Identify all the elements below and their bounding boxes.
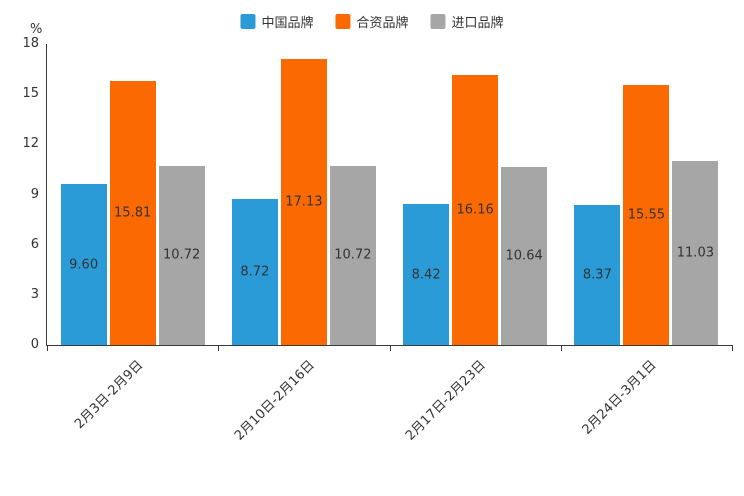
bar-进口品牌: 10.72 xyxy=(158,165,205,345)
legend-item-0[interactable]: 中国品牌 xyxy=(240,12,313,31)
y-tick-label: 18 xyxy=(22,36,39,51)
bar-中国品牌: 8.42 xyxy=(403,204,450,345)
y-tick-label: 3 xyxy=(30,286,39,302)
bar-group-2: 8.42 16.16 10.64 xyxy=(390,44,561,345)
y-tick-label: 6 xyxy=(30,236,39,252)
x-tick-label: 2月10日-2月16日 xyxy=(231,357,318,444)
legend-swatch-icon xyxy=(430,14,446,29)
x-tick-label: 2月3日-2月9日 xyxy=(71,357,147,432)
bar-group-3: 8.37 15.55 11.03 xyxy=(561,44,732,345)
bar-value-label: 8.37 xyxy=(582,267,612,283)
bar-value-label: 15.81 xyxy=(114,205,152,221)
bar-value-label: 15.55 xyxy=(627,207,665,223)
bar-中国品牌: 8.37 xyxy=(574,205,621,345)
bar-group-0: 9.60 15.81 10.72 xyxy=(47,44,218,345)
y-tick-label: 15 xyxy=(22,86,39,102)
bar-合资品牌: 16.16 xyxy=(452,74,499,345)
bar-中国品牌: 9.60 xyxy=(60,184,107,345)
bar-进口品牌: 11.03 xyxy=(672,160,719,345)
x-axis-tick xyxy=(389,345,391,351)
bar-group-1: 8.72 17.13 10.72 xyxy=(218,44,389,345)
legend-item-2[interactable]: 进口品牌 xyxy=(430,12,504,31)
x-axis-tick xyxy=(560,345,562,351)
legend-swatch-icon xyxy=(240,14,256,29)
bar-value-label: 9.60 xyxy=(69,257,99,273)
x-tick-label: 2月17日-2月23日 xyxy=(402,357,489,444)
bar-value-label: 17.13 xyxy=(285,194,323,210)
bar-groups: 9.60 15.81 10.72 8.72 17.13 10.72 8.42 16.16 10.… xyxy=(47,44,732,345)
bar-合资品牌: 15.81 xyxy=(109,80,156,345)
y-tick-label: 12 xyxy=(22,136,39,152)
bar-进口品牌: 10.64 xyxy=(501,167,548,345)
plot-area: 9.60 15.81 10.72 8.72 17.13 10.72 8.42 16.16 10.… xyxy=(22,36,733,444)
legend: 中国品牌 合资品牌 进口品牌 xyxy=(240,12,504,31)
y-axis-unit-label: % xyxy=(30,22,43,37)
bar-value-label: 10.72 xyxy=(163,247,201,263)
bar-合资品牌: 17.13 xyxy=(280,58,327,345)
bar-value-label: 8.72 xyxy=(240,264,270,280)
bar-value-label: 10.72 xyxy=(334,247,372,263)
x-tick-label: 2月24日-3月1日 xyxy=(579,357,660,438)
bar-value-label: 8.42 xyxy=(411,267,441,283)
bar-进口品牌: 10.72 xyxy=(329,165,376,345)
legend-label: 中国品牌 xyxy=(261,16,314,31)
legend-label: 进口品牌 xyxy=(451,16,504,31)
legend-swatch-icon xyxy=(335,14,351,29)
y-tick-label: 9 xyxy=(30,186,39,202)
bar-value-label: 16.16 xyxy=(456,202,494,218)
x-axis-tick xyxy=(47,345,48,351)
bar-中国品牌: 8.72 xyxy=(231,199,278,345)
legend-item-1[interactable]: 合资品牌 xyxy=(335,12,409,31)
bar-value-label: 11.03 xyxy=(676,245,714,261)
legend-label: 合资品牌 xyxy=(356,16,409,31)
y-tick-label: 0 xyxy=(30,337,39,352)
x-axis-tick xyxy=(218,345,220,351)
bar-合资品牌: 15.55 xyxy=(623,84,670,345)
bar-value-label: 10.64 xyxy=(505,248,543,264)
x-axis-tick xyxy=(732,345,733,351)
